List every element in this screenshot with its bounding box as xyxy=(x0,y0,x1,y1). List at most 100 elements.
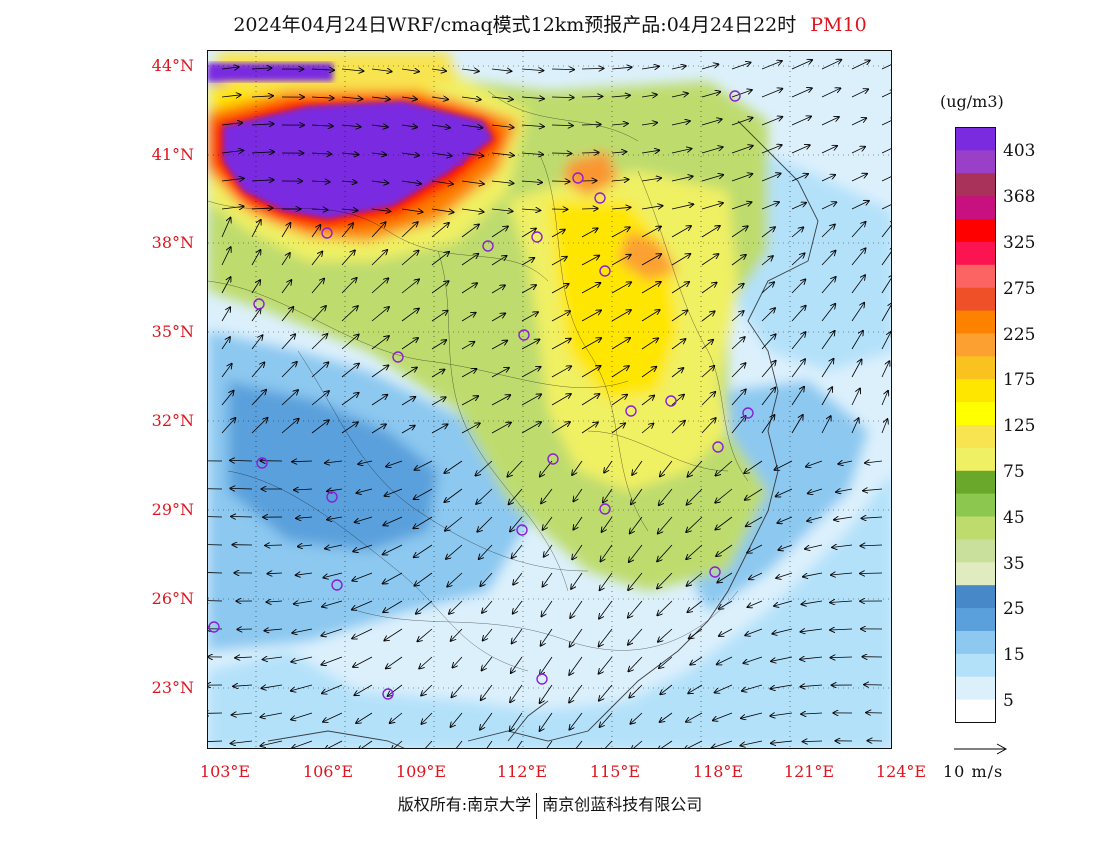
wind-arrow xyxy=(659,656,673,668)
wind-arrow xyxy=(713,712,733,720)
wind-arrow xyxy=(510,684,523,702)
wind-arrow xyxy=(221,123,242,125)
wind-arrow xyxy=(741,740,763,746)
wind-arrow xyxy=(551,394,571,406)
wind-arrow xyxy=(831,657,853,658)
wind-arrow xyxy=(860,573,883,574)
wind-arrow xyxy=(671,226,691,238)
wind-arrow xyxy=(371,278,388,294)
wind-arrow xyxy=(731,118,753,126)
wind-arrow xyxy=(513,600,523,614)
wind-arrow xyxy=(570,600,583,618)
wind-arrow xyxy=(521,285,536,294)
wind-arrow xyxy=(281,223,290,238)
wind-arrow xyxy=(671,282,689,294)
wind-arrow xyxy=(251,208,273,209)
wind-arrow xyxy=(491,226,508,238)
wind-arrow xyxy=(451,628,463,641)
wind-arrow xyxy=(352,628,373,639)
wind-arrow xyxy=(510,516,523,531)
wind-arrow xyxy=(777,516,793,523)
wind-arrow xyxy=(421,684,433,696)
wind-arrow xyxy=(851,248,866,266)
wind-arrow xyxy=(834,517,853,520)
wind-arrow xyxy=(521,153,543,155)
colorbar-cell xyxy=(955,241,996,266)
wind-arrow xyxy=(401,125,417,127)
wind-arrow xyxy=(251,180,274,181)
wind-arrow xyxy=(791,359,805,378)
wind-arrow xyxy=(628,572,643,590)
wind-arrow xyxy=(401,338,418,350)
colorbar-label: 5 xyxy=(1003,691,1014,711)
wind-arrow xyxy=(611,227,630,238)
wind-arrow xyxy=(322,600,343,607)
wind-arrow xyxy=(821,387,832,406)
wind-arrow xyxy=(851,174,867,182)
colorbar-cell xyxy=(955,219,996,243)
wind-arrow xyxy=(791,332,806,350)
wind-arrow xyxy=(801,713,823,714)
wind-arrow xyxy=(701,64,718,70)
wind-arrow xyxy=(776,488,793,496)
wind-arrow xyxy=(629,544,643,562)
colorbar-cell xyxy=(955,470,996,495)
wind-arrow xyxy=(491,395,510,406)
wind-arrow xyxy=(231,517,253,518)
wind-arrow xyxy=(311,181,330,182)
wind-arrow xyxy=(791,60,812,70)
wind-arrow xyxy=(687,488,703,505)
wind-arrow xyxy=(641,424,653,434)
wind-arrow xyxy=(800,657,823,659)
wind-arrow xyxy=(571,572,583,589)
wind-arrow xyxy=(803,741,823,742)
wind-arrow xyxy=(581,394,599,406)
wind-arrow xyxy=(881,391,888,406)
wind-arrow xyxy=(449,600,463,614)
wind-arrow xyxy=(221,206,244,209)
wind-arrow xyxy=(281,390,298,406)
wind-arrow xyxy=(600,712,613,727)
wind-arrow xyxy=(717,656,733,664)
wind-arrow xyxy=(414,544,433,557)
wind-arrow xyxy=(208,601,223,602)
wind-arrow xyxy=(861,545,883,546)
wind-arrow xyxy=(862,517,883,518)
wind-arrow xyxy=(602,516,613,532)
wind-arrow xyxy=(476,488,493,504)
wind-arrow xyxy=(761,415,775,434)
wind-arrow xyxy=(671,204,693,210)
city-markers xyxy=(208,90,754,700)
wind-arrow xyxy=(881,220,891,238)
footer-left: 版权所有:南京大学 xyxy=(397,795,532,814)
wind-arrow xyxy=(611,124,628,126)
wind-arrow xyxy=(701,203,723,210)
wind-arrow xyxy=(671,66,686,69)
wind-arrow xyxy=(774,600,793,606)
wind-arrow xyxy=(512,628,523,643)
lat-tick-38: 38°N xyxy=(151,233,194,252)
wind-arrow xyxy=(604,460,613,473)
wind-arrow xyxy=(761,89,782,98)
wind-arrow xyxy=(267,601,283,602)
wind-arrow xyxy=(452,684,463,697)
wind-arrow xyxy=(521,97,544,99)
wind-arrow xyxy=(660,684,673,694)
wind-arrow xyxy=(371,250,387,266)
colorbar-label: 15 xyxy=(1003,645,1025,665)
wind-arrow xyxy=(671,339,685,350)
colorbar-label: 45 xyxy=(1003,508,1025,528)
wind-arrow xyxy=(687,572,703,586)
wind-arrow xyxy=(851,360,862,378)
wind-arrow xyxy=(507,460,523,477)
wind-arrow xyxy=(791,145,810,154)
colorbar-cell xyxy=(955,630,996,655)
wind-arrow xyxy=(600,572,613,590)
wind-arrow xyxy=(461,97,481,100)
wind-arrow xyxy=(461,181,484,184)
wind-arrow xyxy=(352,572,373,581)
forecast-map[interactable] xyxy=(207,50,892,749)
wind-arrow xyxy=(221,364,232,378)
wind-arrow xyxy=(731,363,746,378)
wind-arrow xyxy=(761,388,775,406)
